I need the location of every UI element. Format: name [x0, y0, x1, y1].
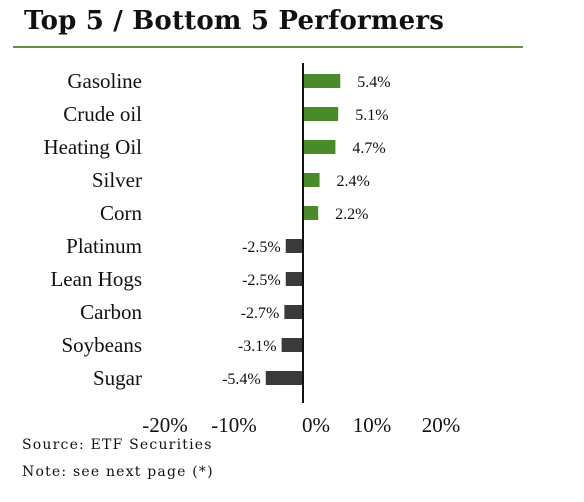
value-label: -5.4%	[222, 371, 261, 388]
category-label: Crude oil	[63, 102, 142, 126]
bar	[303, 140, 336, 154]
bar	[285, 239, 303, 253]
source-note: Source: ETF Securities	[22, 437, 213, 453]
bar	[284, 305, 303, 319]
x-tick-label: -10%	[211, 413, 257, 437]
value-label: 5.4%	[357, 74, 390, 91]
value-label: -3.1%	[238, 338, 277, 355]
bar	[265, 371, 303, 385]
value-label: 2.4%	[337, 173, 370, 190]
x-tick-label: 10%	[353, 413, 392, 437]
category-label: Platinum	[66, 234, 142, 258]
bar	[303, 107, 339, 121]
value-label: 2.2%	[335, 206, 368, 223]
value-label: -2.7%	[241, 305, 280, 322]
bar	[303, 74, 341, 88]
x-tick-label: 0%	[302, 413, 330, 437]
category-label: Sugar	[93, 366, 142, 390]
category-label: Soybeans	[62, 333, 143, 357]
category-label: Gasoline	[67, 69, 142, 93]
category-label: Carbon	[80, 300, 142, 324]
x-tick-label: 20%	[422, 413, 461, 437]
value-label: 5.1%	[355, 107, 388, 124]
bar	[303, 173, 320, 187]
category-label: Heating Oil	[43, 135, 142, 159]
value-label: -2.5%	[242, 239, 281, 256]
chart-title: Top 5 / Bottom 5 Performers	[24, 6, 445, 36]
value-label: 4.7%	[352, 140, 385, 157]
category-label: Corn	[100, 201, 143, 225]
title-underline	[13, 46, 523, 48]
bar	[281, 338, 303, 352]
x-tick-label: -20%	[142, 413, 188, 437]
bar	[285, 272, 303, 286]
see-next-page-note: Note: see next page (*)	[22, 464, 214, 480]
category-label: Silver	[92, 168, 142, 192]
bar	[303, 206, 319, 220]
category-label: Lean Hogs	[50, 267, 142, 291]
value-label: -2.5%	[242, 272, 281, 289]
